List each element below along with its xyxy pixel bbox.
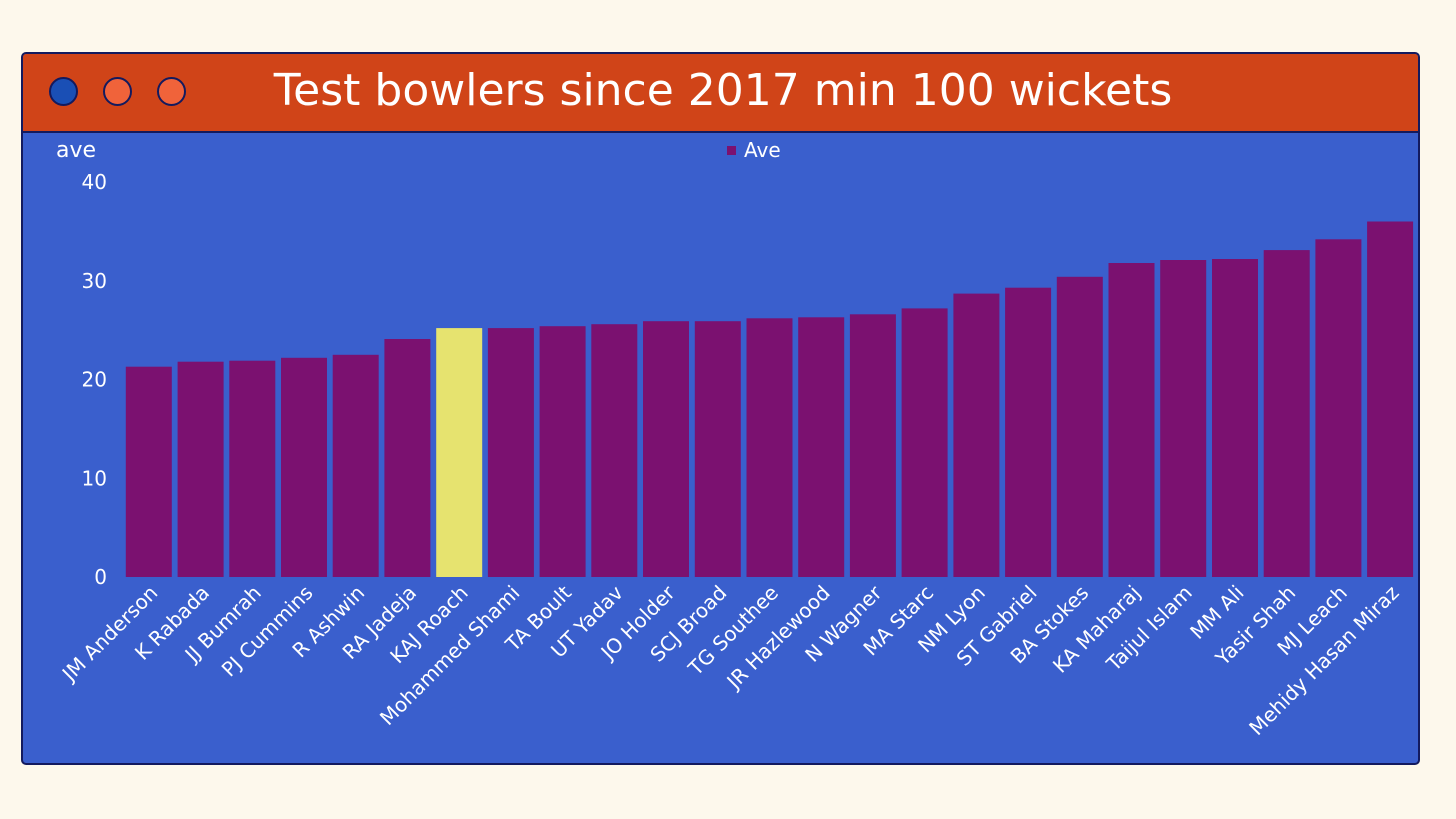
legend-label: Ave [744, 138, 781, 162]
bar-11 [694, 321, 741, 577]
bar-0 [125, 366, 172, 577]
bar-5 [384, 339, 431, 577]
y-tick-label: 20 [82, 368, 107, 392]
bar-22 [1263, 250, 1310, 577]
title-bar: Test bowlers since 2017 min 100 wickets [23, 54, 1418, 133]
bar-2 [229, 360, 276, 577]
bar-14 [849, 314, 896, 577]
bar-23 [1315, 239, 1362, 578]
y-tick-label: 40 [82, 170, 107, 194]
bar-1 [177, 361, 224, 577]
bar-6 [436, 328, 483, 577]
y-tick-label: 0 [94, 565, 107, 589]
legend-swatch [727, 146, 736, 155]
y-axis-label: ave [56, 138, 96, 163]
bar-9 [591, 324, 638, 577]
bar-24 [1367, 221, 1414, 577]
close-dot-icon[interactable] [49, 77, 78, 106]
bar-18 [1056, 276, 1103, 577]
bar-10 [643, 321, 689, 577]
bar-15 [901, 308, 948, 577]
bar-8 [539, 326, 586, 577]
bar-13 [798, 317, 845, 577]
y-tick-label: 30 [82, 269, 107, 293]
bar-19 [1108, 263, 1155, 577]
bar-16 [953, 293, 1000, 577]
y-tick-label: 10 [82, 466, 107, 490]
window-title: Test bowlers since 2017 min 100 wickets [273, 65, 1173, 116]
bar-12 [746, 318, 793, 577]
bar-20 [1160, 260, 1207, 577]
maximize-dot-icon[interactable] [157, 77, 186, 106]
bar-17 [1005, 287, 1052, 577]
bar-7 [487, 328, 534, 577]
bar-3 [281, 357, 327, 577]
bar-21 [1212, 259, 1258, 577]
bar-4 [332, 354, 379, 577]
chart-window: Test bowlers since 2017 min 100 wickets … [21, 52, 1420, 765]
minimize-dot-icon[interactable] [103, 77, 132, 106]
